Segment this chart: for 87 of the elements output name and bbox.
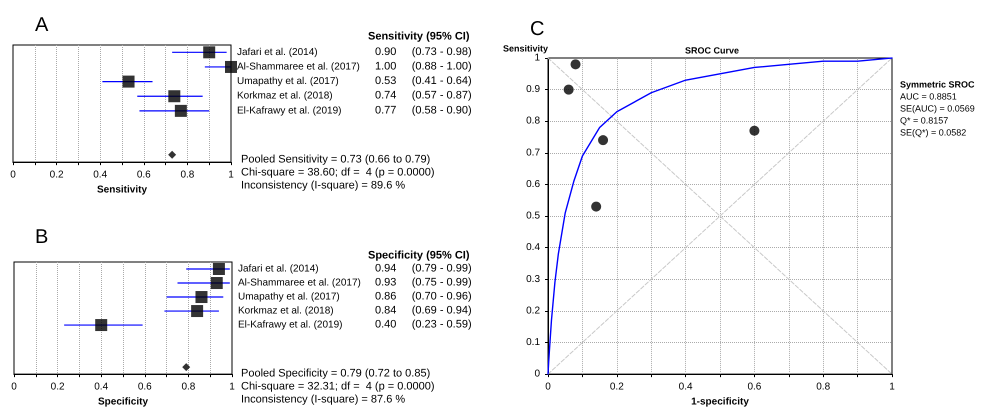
x-tick-label: 0.8 (816, 382, 831, 393)
x-tick-label: 0.6 (138, 382, 152, 393)
y-tick-label: Korkmaz et al. (2018) (237, 90, 333, 102)
data-label: 0.74 (0.57 - 0.87) (375, 90, 472, 102)
y-tick-label: 0.2 (526, 305, 540, 316)
point (598, 135, 608, 146)
point (168, 150, 176, 159)
data-label: 1.00 (0.88 - 1.00) (375, 60, 472, 72)
text: AUC = 0.8851 (900, 92, 957, 102)
x-tick-label: 0.4 (93, 170, 108, 181)
y-axis-title: Sensitivity (502, 44, 548, 54)
point (195, 291, 208, 304)
y-tick-label: 0.7 (526, 147, 540, 158)
x-axis-title: Sensitivity (96, 184, 148, 196)
text: Specificity (95% CI) (368, 250, 470, 262)
point (95, 319, 108, 332)
point (191, 305, 204, 318)
text: Sensitivity (95% CI) (368, 30, 470, 42)
x-axis-title: Specificity (98, 396, 148, 408)
y-tick-label: 0.3 (526, 274, 540, 285)
y-tick-label: El-Kafrawy et al. (2019) (237, 105, 342, 116)
text: Symmetric SROC (900, 80, 976, 90)
data-label: 0.86 (0.70 - 0.96) (375, 290, 472, 303)
x-tick-label: 0 (11, 382, 18, 393)
x-tick-label: 0.2 (50, 382, 65, 393)
text: Chi-square = 32.31; df = 4 (p = 0.0000) (241, 380, 435, 392)
data-label: 0.94 (0.79 - 0.99) (375, 262, 472, 275)
y-tick-label: Umapathy et al. (2017) (237, 76, 339, 88)
text: SE(AUC) = 0.0569 (900, 104, 975, 114)
x-tick-label: 1 (889, 382, 896, 393)
x-tick-label: 0.6 (747, 382, 762, 393)
data-label: 0.40 (0.23 - 0.59) (375, 318, 472, 331)
text: SE(Q*) = 0.0582 (900, 128, 966, 138)
y-tick-label: Korkmaz et al. (2018) (238, 306, 334, 317)
point (212, 263, 225, 276)
x-tick-label: 0.6 (136, 170, 152, 181)
y-tick-label: Al-Shammaree et al. (2017) (238, 278, 361, 289)
point (225, 60, 237, 73)
y-tick-label: 0.5 (526, 210, 540, 222)
point (168, 90, 180, 102)
chart-subtitle: SROC Curve (684, 46, 740, 56)
point (203, 46, 216, 58)
y-tick-label: 0.1 (526, 336, 540, 348)
point (182, 363, 190, 372)
chart-title: A (35, 14, 49, 36)
text: Chi-square = 38.60; df = 4 (p = 0.0000) (241, 166, 435, 178)
point (174, 104, 187, 117)
x-tick-label: 0 (10, 170, 16, 181)
text: Inconsistency (I-square) = 87.6 % (241, 394, 406, 406)
x-tick-label: 0.8 (180, 170, 195, 181)
point (564, 84, 574, 95)
y-tick-label: 0.6 (526, 178, 540, 190)
point (591, 202, 602, 212)
x-tick-label: 1 (228, 170, 234, 181)
x-tick-label: 1 (229, 382, 236, 393)
data-label: 0.77 (0.58 - 0.90) (375, 104, 472, 116)
y-tick-label: 0 (534, 368, 540, 380)
data-label: 0.90 (0.73 - 0.98) (375, 46, 472, 58)
text: Q* = 0.8157 (900, 116, 948, 126)
x-tick-label: 0.4 (678, 382, 693, 393)
x-tick-label: 0.8 (181, 382, 196, 393)
data-label: 0.84 (0.69 - 0.94) (375, 304, 472, 317)
x-tick-label: 0.4 (94, 382, 109, 393)
data-label: 0.53 (0.41 - 0.64) (375, 75, 472, 88)
point (749, 126, 760, 136)
point (210, 277, 223, 290)
y-tick-label: 1 (534, 52, 540, 64)
y-tick-label: Al-Shammaree et al. (2017) (237, 61, 360, 72)
y-tick-label: Jafari et al. (2014) (237, 46, 318, 58)
text: Pooled Specificity = 0.79 (0.72 to 0.85) (241, 368, 430, 380)
data-label: 0.93 (0.75 - 0.99) (375, 276, 472, 289)
y-tick-label: El-Kafrawy et al. (2019) (238, 320, 342, 331)
x-tick-label: 0.2 (610, 382, 624, 393)
point (122, 76, 135, 88)
text: Inconsistency (I-square) = 89.6 % (241, 180, 406, 192)
point (570, 59, 581, 70)
x-axis-title: 1-specificity (691, 396, 750, 408)
y-tick-label: 0.4 (526, 242, 540, 254)
x-tick-label: 0 (545, 382, 552, 393)
x-tick-label: 0.2 (50, 170, 64, 181)
chart-title: B (35, 226, 48, 248)
chart-title: C (530, 18, 544, 40)
y-tick-label: 0.9 (526, 84, 540, 96)
y-tick-label: 0.8 (526, 116, 540, 127)
y-tick-label: Umapathy et al. (2017) (238, 292, 340, 303)
text: Pooled Sensitivity = 0.73 (0.66 to 0.79) (241, 154, 430, 166)
y-tick-label: Jafari et al. (2014) (238, 264, 319, 275)
